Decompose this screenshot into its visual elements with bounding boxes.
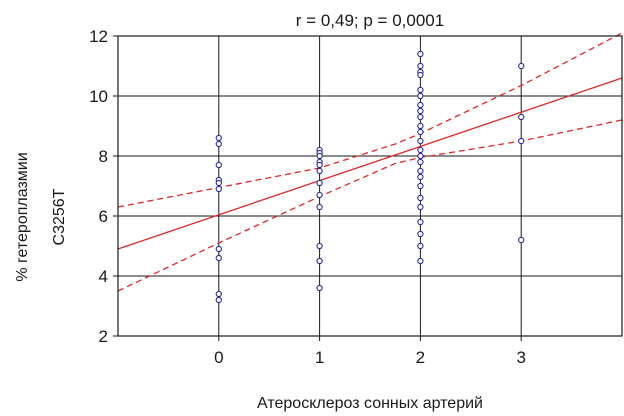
chart-title: r = 0,49; p = 0,0001	[296, 11, 444, 30]
x-tick-label: 1	[315, 348, 324, 367]
data-point	[417, 257, 424, 265]
y-axis-ticks: 2 4 6 8 10 12	[89, 27, 118, 346]
data-point	[215, 179, 222, 187]
data-point	[417, 122, 424, 130]
data-point	[417, 158, 424, 166]
data-point	[417, 230, 424, 238]
y-axis-label-line2: C3256T	[51, 188, 68, 245]
y-axis-label-line1: % гетероплазмии	[14, 152, 31, 281]
data-point	[417, 71, 424, 79]
data-point	[417, 167, 424, 175]
data-point	[215, 161, 222, 169]
data-point	[316, 284, 323, 292]
data-point	[316, 242, 323, 250]
data-point	[316, 179, 323, 187]
confidence-band-lower	[117, 119, 623, 292]
data-point	[417, 173, 424, 181]
data-point	[518, 137, 525, 145]
data-point	[417, 194, 424, 202]
data-point	[417, 86, 424, 94]
regression-line	[117, 77, 623, 250]
data-point	[215, 140, 222, 148]
data-point	[215, 290, 222, 298]
data-point	[316, 161, 323, 169]
data-point	[417, 128, 424, 136]
data-points	[215, 50, 525, 304]
y-tick-label: 10	[89, 87, 108, 106]
y-tick-label: 12	[89, 27, 108, 46]
x-tick-label: 2	[416, 348, 425, 367]
data-point	[417, 218, 424, 226]
data-point	[316, 257, 323, 265]
data-point	[316, 152, 323, 160]
y-tick-label: 8	[99, 147, 108, 166]
plot-frame	[117, 35, 623, 337]
grid	[118, 35, 622, 337]
data-point	[215, 134, 222, 142]
data-point	[417, 107, 424, 115]
data-point	[518, 62, 525, 70]
data-point	[215, 185, 222, 193]
x-tick-label: 0	[214, 348, 223, 367]
data-point	[316, 167, 323, 175]
data-point	[417, 146, 424, 154]
y-tick-label: 6	[99, 207, 108, 226]
confidence-band-upper	[117, 32, 623, 208]
data-point	[518, 113, 525, 121]
y-tick-label: 2	[99, 327, 108, 346]
data-point	[417, 152, 424, 160]
data-point	[417, 92, 424, 100]
data-point	[215, 296, 222, 304]
data-point	[417, 242, 424, 250]
data-point	[417, 101, 424, 109]
data-point	[316, 191, 323, 199]
data-point	[316, 203, 323, 211]
data-point	[417, 113, 424, 121]
data-point	[417, 62, 424, 70]
data-point	[215, 254, 222, 262]
x-tick-label: 3	[516, 348, 525, 367]
data-point	[215, 245, 222, 253]
data-point	[518, 236, 525, 244]
fit-lines	[117, 32, 623, 292]
data-point	[417, 182, 424, 190]
data-point	[417, 137, 424, 145]
y-tick-label: 4	[99, 267, 108, 286]
data-point	[417, 203, 424, 211]
x-axis-ticks: 0 1 2 3	[214, 336, 526, 367]
data-point	[417, 50, 424, 58]
x-axis-label: Атеросклероз сонных артерий	[257, 395, 483, 412]
